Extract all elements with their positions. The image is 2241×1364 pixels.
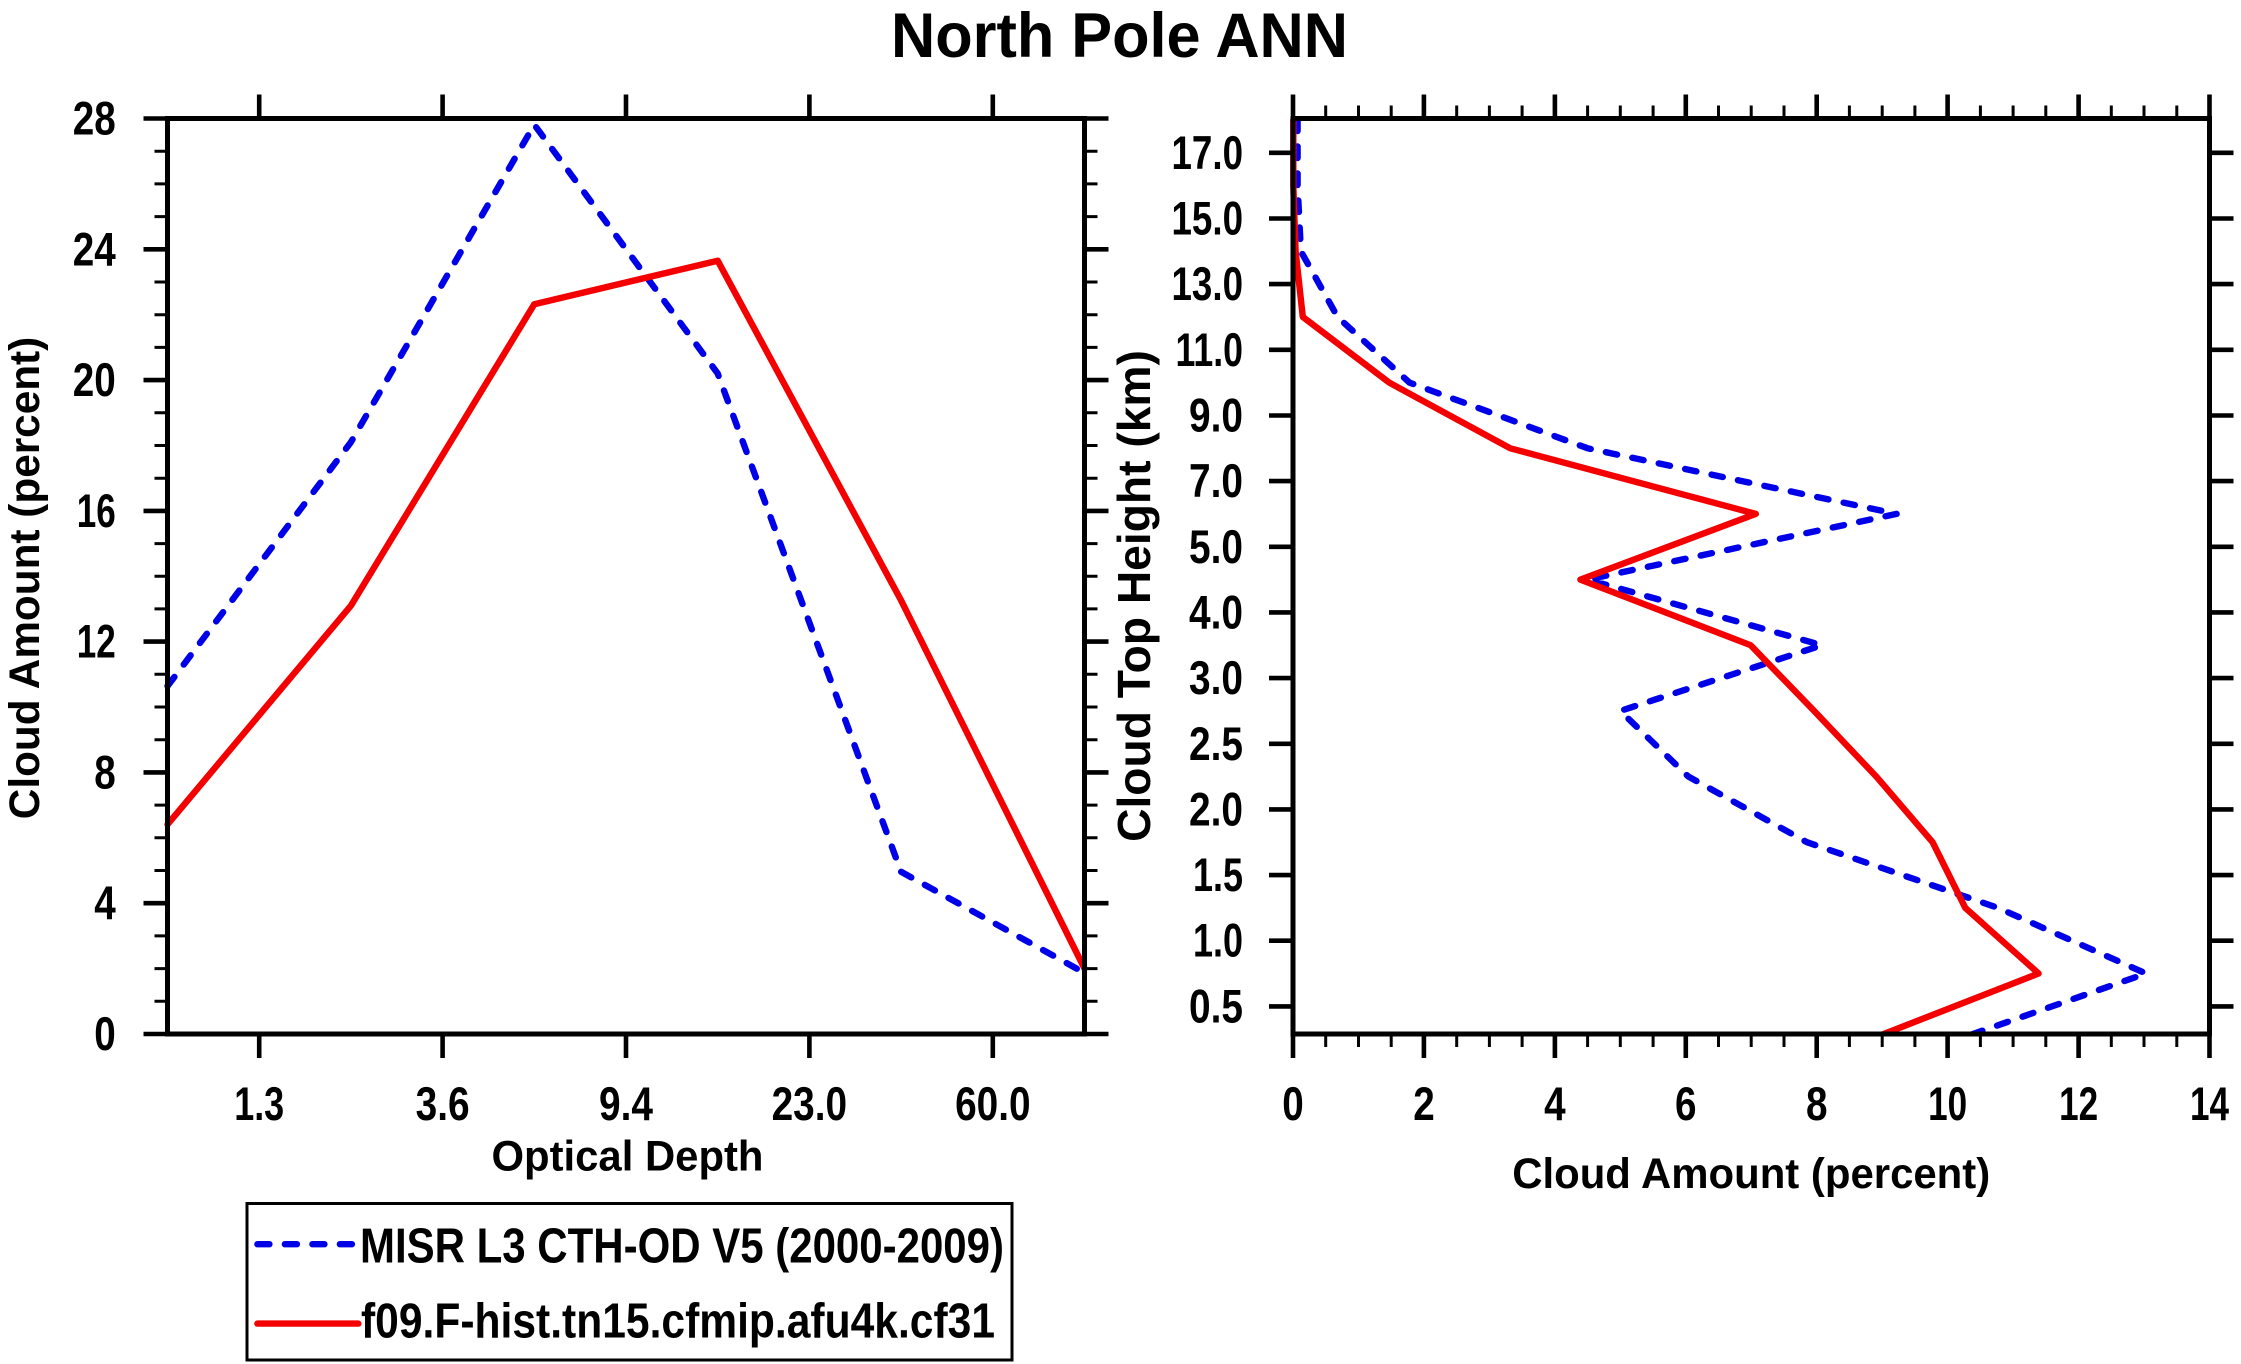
svg-text:5.0: 5.0	[1189, 520, 1243, 573]
svg-text:8: 8	[1806, 1077, 1828, 1130]
svg-text:10: 10	[1928, 1077, 1967, 1130]
svg-text:8: 8	[94, 745, 116, 798]
svg-text:4: 4	[94, 876, 116, 929]
svg-text:2.5: 2.5	[1189, 717, 1243, 770]
svg-text:North Pole ANN: North Pole ANN	[891, 1, 1348, 71]
svg-text:1.3: 1.3	[234, 1077, 284, 1130]
svg-text:2.0: 2.0	[1189, 782, 1243, 835]
svg-text:1.0: 1.0	[1193, 914, 1243, 967]
svg-text:7.0: 7.0	[1189, 454, 1243, 507]
svg-text:4: 4	[1544, 1077, 1566, 1130]
svg-text:3.0: 3.0	[1189, 651, 1243, 704]
svg-text:3.6: 3.6	[416, 1077, 470, 1130]
svg-text:15.0: 15.0	[1172, 192, 1244, 245]
svg-text:1.5: 1.5	[1193, 848, 1243, 901]
svg-text:6: 6	[1675, 1077, 1697, 1130]
svg-text:0: 0	[94, 1007, 116, 1060]
svg-text:17.0: 17.0	[1172, 126, 1244, 179]
svg-text:16: 16	[77, 484, 116, 537]
svg-text:9.4: 9.4	[599, 1077, 653, 1130]
svg-text:4.0: 4.0	[1189, 585, 1243, 638]
svg-text:Cloud Amount (percent): Cloud Amount (percent)	[1, 337, 48, 819]
svg-text:60.0: 60.0	[955, 1077, 1031, 1130]
svg-text:14: 14	[2190, 1077, 2229, 1130]
svg-text:11.0: 11.0	[1176, 323, 1244, 376]
svg-text:12: 12	[77, 615, 116, 668]
svg-text:12: 12	[2059, 1077, 2098, 1130]
svg-text:Cloud Amount (percent): Cloud Amount (percent)	[1512, 1151, 1990, 1198]
svg-text:f09.F-hist.tn15.cfmip.afu4k.cf: f09.F-hist.tn15.cfmip.afu4k.cf31	[361, 1295, 995, 1349]
svg-text:MISR L3 CTH-OD V5 (2000-2009): MISR L3 CTH-OD V5 (2000-2009)	[360, 1220, 1004, 1274]
svg-text:Optical Depth: Optical Depth	[492, 1134, 764, 1181]
svg-text:28: 28	[73, 92, 116, 145]
svg-text:0.5: 0.5	[1189, 979, 1243, 1032]
svg-text:13.0: 13.0	[1172, 257, 1244, 310]
svg-text:Cloud Top Height (km): Cloud Top Height (km)	[1108, 350, 1160, 842]
svg-text:20: 20	[73, 353, 116, 406]
svg-text:23.0: 23.0	[772, 1077, 848, 1130]
svg-text:9.0: 9.0	[1189, 389, 1243, 442]
svg-text:24: 24	[73, 222, 116, 275]
svg-text:0: 0	[1282, 1077, 1304, 1130]
svg-text:2: 2	[1413, 1077, 1435, 1130]
